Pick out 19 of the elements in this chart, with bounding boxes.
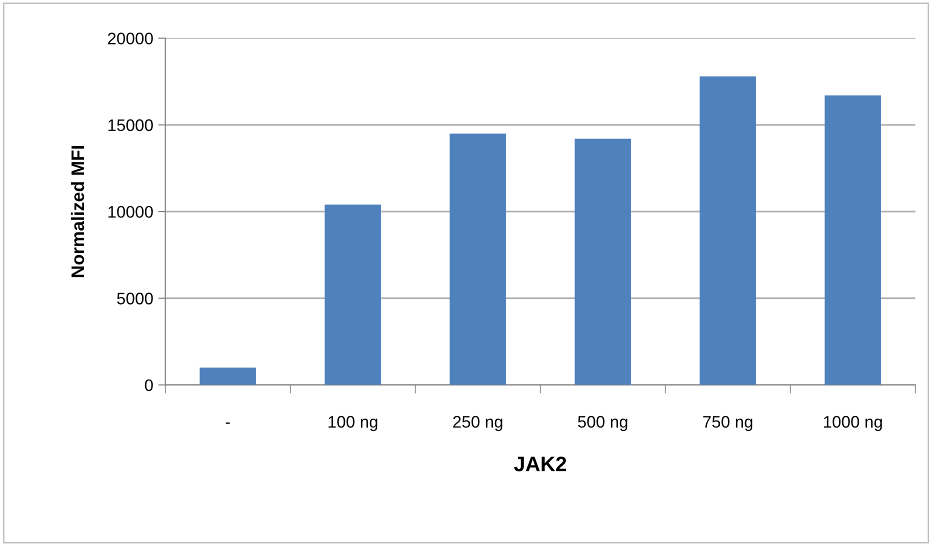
y-tick-label: 15000 — [108, 119, 153, 132]
x-axis-title: JAK2 — [514, 456, 566, 472]
x-tick-label: 1000 ng — [824, 416, 882, 432]
y-tick-label: 10000 — [108, 206, 153, 218]
y-tick-label: 20000 — [108, 32, 153, 44]
y-axis-title: Normalized MFI — [70, 146, 84, 278]
x-tick-label: 100 ng — [328, 416, 378, 432]
y-tick-label: 5000 — [117, 292, 153, 304]
bar — [824, 95, 881, 385]
bar — [324, 204, 381, 385]
y-tick-label: 0 — [144, 379, 153, 392]
bar — [700, 76, 756, 385]
x-tick-label: - — [226, 422, 230, 424]
bar — [200, 368, 256, 385]
x-tick-label: 750 ng — [703, 416, 752, 432]
bar — [450, 134, 506, 385]
bar — [574, 138, 631, 385]
x-tick-label: 250 ng — [453, 416, 502, 432]
x-tick-label: 500 ng — [578, 416, 628, 432]
